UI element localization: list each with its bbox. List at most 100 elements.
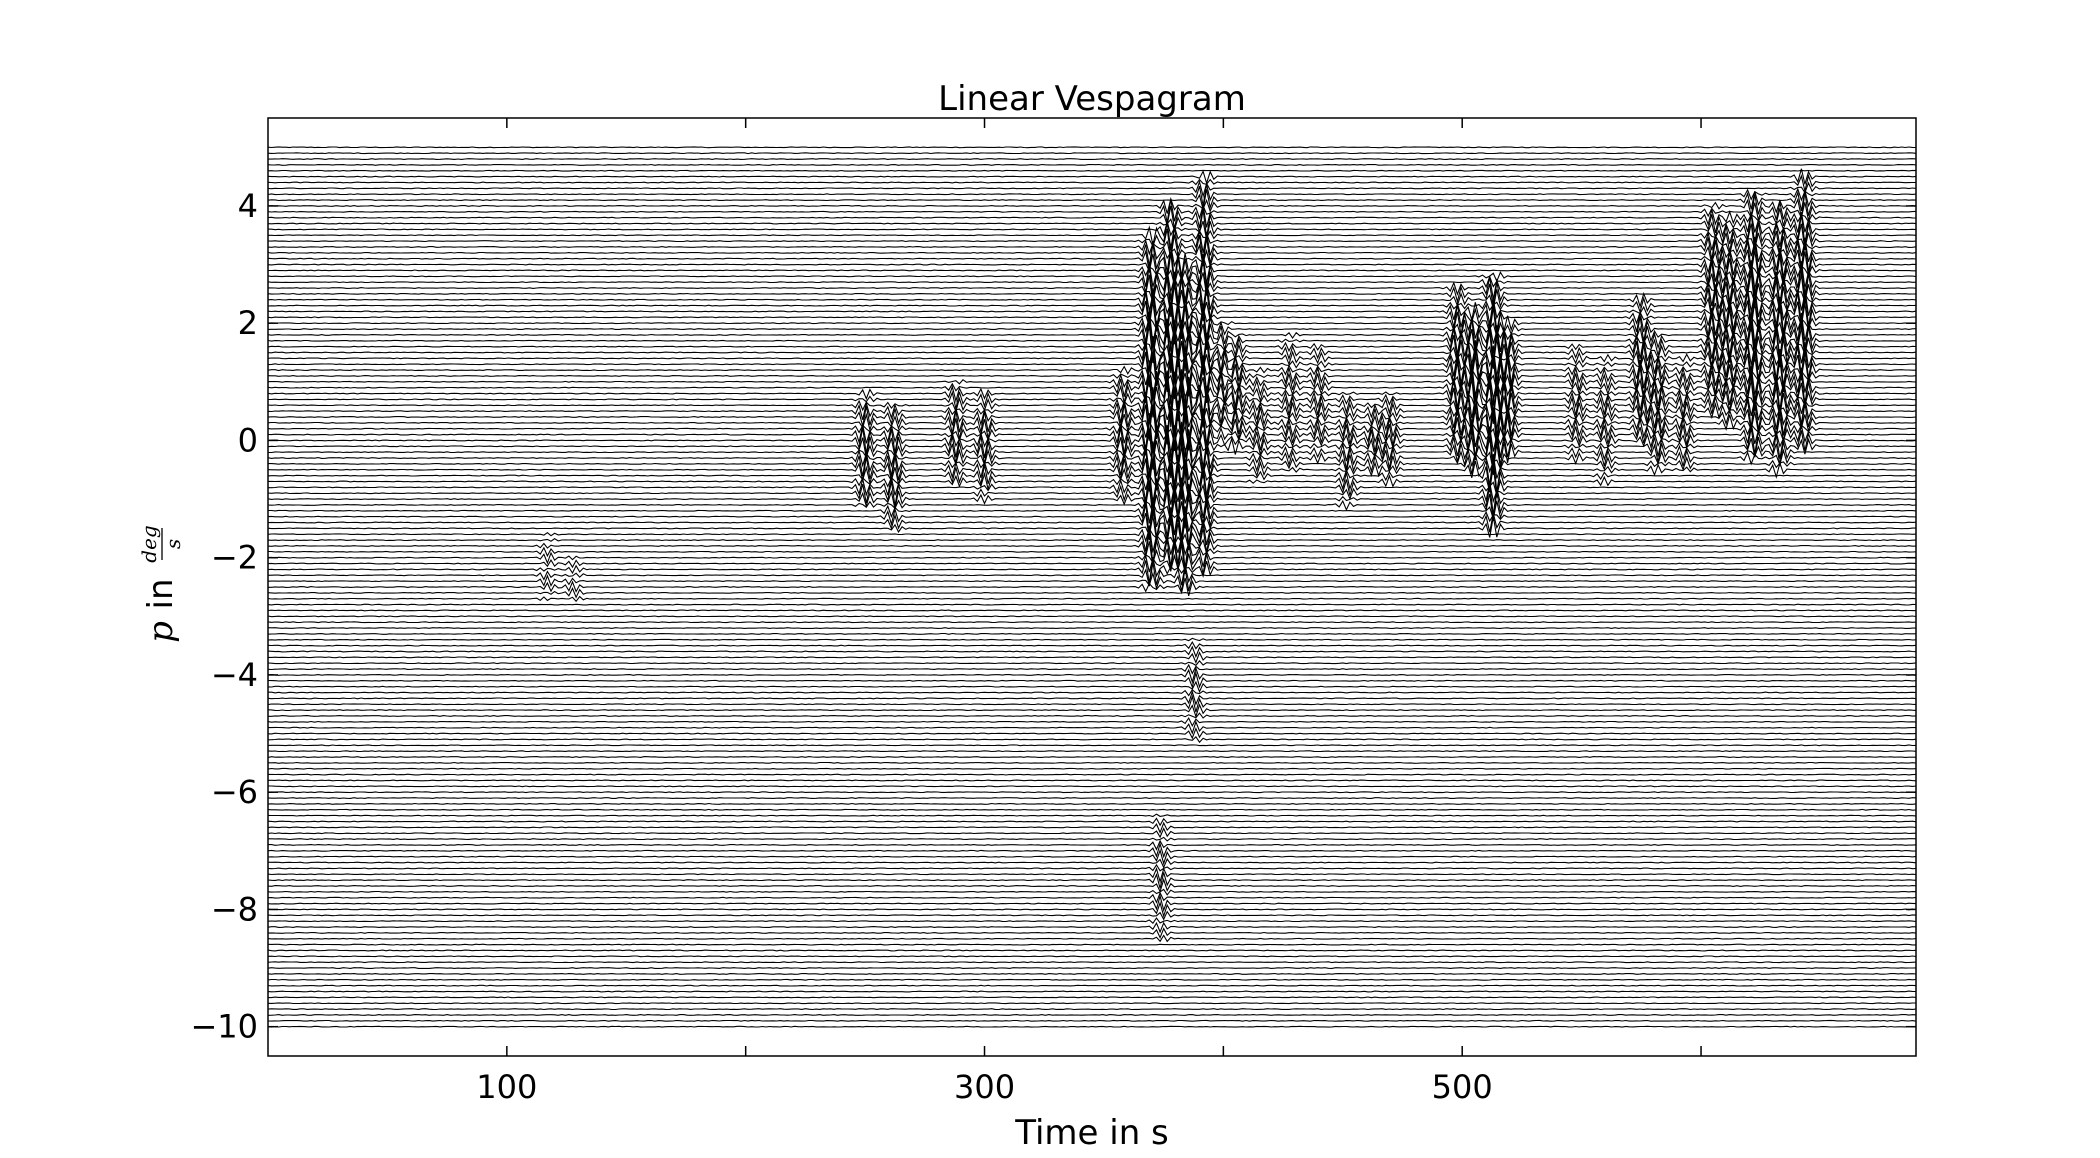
vespagram-trace: [267, 1008, 1917, 1011]
vespagram-trace: [267, 893, 1917, 913]
vespagram-trace: [267, 921, 1917, 934]
vespagram-trace: [267, 232, 1917, 264]
vespagram-trace: [267, 204, 1917, 229]
vespagram-trace: [267, 735, 1917, 744]
x-tick-label: 300: [954, 1068, 1015, 1106]
vespagram-trace: [268, 577, 1917, 597]
vespagram-trace: [267, 389, 1917, 441]
vespagram-trace: [267, 627, 1916, 629]
vespagram-trace: [267, 955, 1917, 958]
x-tick-label: 100: [476, 1068, 537, 1106]
vespagram-trace: [267, 867, 1917, 884]
vespagram-trace: [267, 910, 1917, 921]
vespagram-trace: [267, 694, 1917, 713]
y-axis-label-variable: p: [141, 621, 181, 643]
vespagram-trace: [267, 1025, 1917, 1028]
vespagram-trace: [267, 360, 1917, 403]
vespagram-trace: [267, 615, 1917, 618]
vespagram-trace: [267, 637, 1917, 642]
vespagram-trace: [267, 703, 1917, 719]
vespagram-trace: [267, 394, 1917, 449]
vespagram-trace: [267, 872, 1917, 889]
vespagram-trace: [268, 996, 1917, 999]
vespagram-trace: [268, 791, 1917, 794]
vespagram-trace: [267, 385, 1917, 427]
vespagram-trace: [267, 497, 1917, 537]
vespagram-trace: [267, 972, 1917, 975]
vespagram-trace: [268, 428, 1917, 481]
vespagram-trace: [267, 621, 1917, 624]
vespagram-trace: [267, 609, 1917, 612]
vespagram-trace: [267, 821, 1917, 834]
vespagram-trace: [267, 990, 1917, 993]
vespagram-trace: [267, 1019, 1917, 1022]
vespagram-trace: [267, 301, 1917, 345]
vespagram-trace: [267, 877, 1917, 894]
vespagram-trace: [268, 269, 1917, 310]
vespagram-trace: [267, 338, 1917, 388]
vespagram-trace: [267, 670, 1917, 689]
vespagram-trace: [267, 287, 1917, 332]
vespagram-trace: [267, 961, 1917, 964]
y-axis-ticks: 4 2 0 −2 −4 −6 −8 −10: [190, 187, 1916, 1046]
y-axis-label-denominator: s: [161, 539, 185, 549]
vespagram-trace: [267, 484, 1917, 529]
vespagram-trace: [268, 779, 1917, 782]
vespagram-trace: [267, 243, 1917, 282]
vespagram-trace: [267, 318, 1917, 366]
vespagram-trace: [268, 688, 1917, 697]
vespagram-trace: [267, 553, 1917, 574]
vespagram-trace: [267, 802, 1917, 805]
vespagram-trace: [267, 414, 1917, 468]
vespagram-trace: [267, 562, 1917, 587]
vespagram-trace: [267, 387, 1917, 437]
vespagram-trace: [267, 660, 1917, 667]
vespagram-trace: [267, 603, 1917, 606]
vespagram-trace: [267, 978, 1917, 981]
vespagram-trace: [267, 529, 1917, 564]
chart-title: Linear Vespagram: [938, 79, 1246, 119]
vespagram-trace: [267, 901, 1917, 919]
vespagram-trace: [267, 813, 1917, 818]
vespagram-trace: [267, 352, 1917, 400]
y-tick-label: −8: [211, 890, 258, 928]
vespagram-trace: [268, 761, 1917, 764]
vespagram-trace: [268, 495, 1917, 527]
vespagram-trace: [267, 179, 1917, 199]
vespagram-trace: [267, 209, 1917, 238]
vespagram-trace: [267, 421, 1916, 472]
vespagram-trace: [268, 158, 1917, 160]
vespagram-trace: [267, 189, 1917, 212]
vespagram-trace: [267, 173, 1916, 192]
vespagram-trace: [267, 184, 1917, 206]
vespagram-trace: [267, 152, 1917, 155]
vespagram-trace: [267, 645, 1917, 659]
vespagram-trace: [267, 568, 1917, 592]
vespagram-trace: [268, 712, 1917, 719]
vespagram-trace: [267, 632, 1916, 635]
vespagram-trace: [268, 839, 1917, 851]
vespagram-trace: [267, 404, 1917, 451]
vespagram-trace: [267, 756, 1916, 758]
vespagram-trace: [268, 720, 1916, 735]
vespagram-trace: [267, 448, 1917, 500]
vespagram-trace: [267, 744, 1917, 747]
vespagram-trace: [267, 640, 1917, 650]
vespagram-trace: [267, 236, 1917, 271]
vespagram-trace: [268, 459, 1917, 502]
vespagram-trace: [267, 750, 1917, 753]
vespagram-trace: [267, 934, 1917, 943]
vespagram-trace: [268, 252, 1916, 288]
y-tick-label: −2: [211, 539, 258, 577]
vespagram-trace: [267, 663, 1917, 675]
vespagram-trace: [267, 842, 1917, 859]
y-tick-label: 2: [238, 304, 258, 342]
vespagram-trace: [267, 1002, 1916, 1005]
y-axis-label-numerator: deg: [137, 525, 161, 562]
y-tick-label: −6: [211, 773, 258, 811]
vespagram-trace: [267, 470, 1917, 518]
vespagram-trace: [268, 785, 1917, 788]
vespagram-trace: [267, 863, 1917, 872]
vespagram-trace: [267, 373, 1917, 428]
vespagram-trace: [267, 587, 1917, 599]
